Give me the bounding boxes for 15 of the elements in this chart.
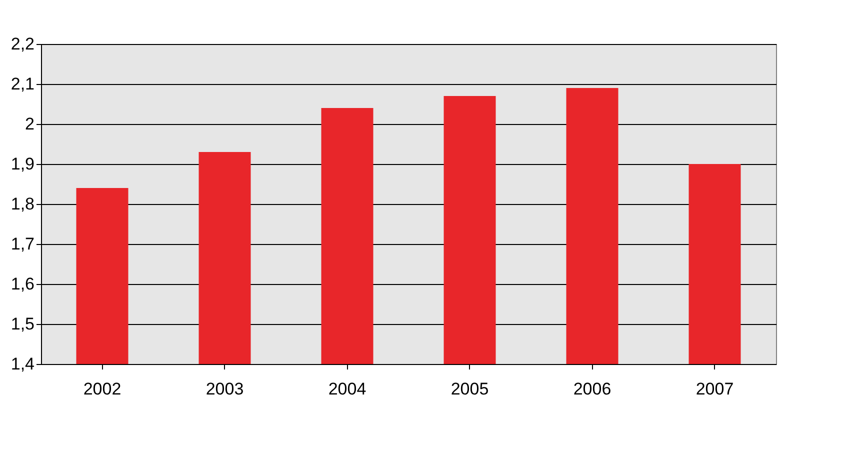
y-tick-label: 2,2 [10, 34, 34, 54]
x-tick-label: 2007 [696, 380, 734, 398]
x-tick-label: 2003 [206, 380, 244, 398]
y-tick-label: 1,7 [10, 234, 34, 254]
x-tick-label: 2004 [328, 380, 366, 398]
y-tick-label: 2 [25, 114, 34, 134]
x-tick-label: 2005 [450, 380, 489, 398]
y-tick-label: 1,5 [10, 314, 34, 334]
y-tick-label: 1,9 [10, 154, 34, 174]
x-tick-label: 2006 [573, 380, 612, 398]
y-tick-label: 1,6 [10, 274, 34, 294]
y-tick-label: 2,1 [10, 74, 34, 94]
y-tick-label: 1,8 [10, 194, 34, 214]
y-tick-label: 1,4 [10, 354, 34, 374]
x-tick-label: 2002 [83, 380, 122, 398]
